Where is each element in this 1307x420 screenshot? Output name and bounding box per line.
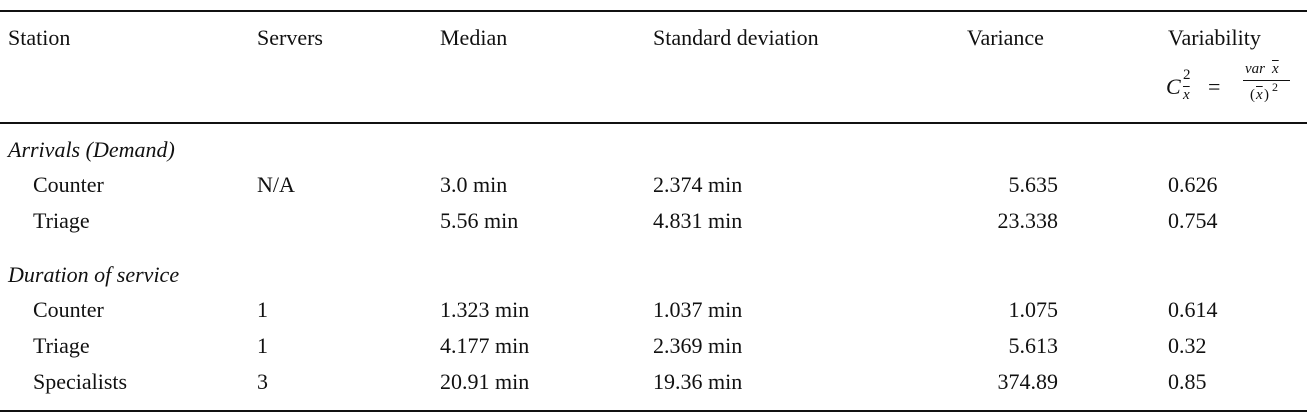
formula-symbol: C (1166, 74, 1181, 99)
variability-cell: 0.32 (1168, 333, 1207, 358)
formula-numerator-var: var (1245, 61, 1265, 77)
median-cell: 4.177 min (440, 333, 530, 358)
servers-cell: 1 (257, 333, 268, 358)
fraction-bar (1243, 80, 1290, 81)
std-dev-cell: 2.369 min (653, 333, 743, 358)
std-dev-cell: 4.831 min (653, 208, 743, 233)
variance-cell: 5.635 (1008, 172, 1059, 197)
std-dev-cell: 19.36 min (653, 369, 743, 394)
std-dev-cell: 2.374 min (653, 172, 743, 197)
group-title: Duration of service (8, 262, 180, 287)
station-cell: Counter (33, 172, 104, 197)
formula-denominator-close: ) (1264, 87, 1269, 103)
median-cell: 5.56 min (440, 208, 519, 233)
variability-cell: 0.614 (1168, 297, 1218, 322)
variability-cell: 0.85 (1168, 369, 1207, 394)
variance-cell: 374.89 (997, 369, 1059, 394)
formula-denominator-exponent: 2 (1272, 80, 1278, 94)
variance-cell: 23.338 (997, 208, 1059, 233)
column-header: Variance (967, 25, 1044, 50)
variability-cell: 0.626 (1168, 172, 1218, 197)
station-cell: Triage (33, 208, 90, 233)
formula-subscript: x (1183, 87, 1190, 103)
formula-equals: = (1208, 74, 1221, 99)
variance-cell: 5.613 (1008, 333, 1059, 358)
formula-denominator-open: ( (1250, 87, 1255, 103)
station-cell: Triage (33, 333, 90, 358)
median-cell: 3.0 min (440, 172, 508, 197)
variability-cell: 0.754 (1168, 208, 1218, 233)
header-rule (0, 122, 1307, 124)
formula-denominator-x: x (1256, 87, 1263, 103)
formula-numerator-x: x (1272, 61, 1279, 77)
column-header: Variability (1168, 25, 1261, 50)
formula-exponent: 2 (1183, 67, 1191, 83)
group-title: Arrivals (Demand) (8, 137, 175, 162)
median-cell: 20.91 min (440, 369, 530, 394)
column-header: Median (440, 25, 508, 50)
servers-cell: N/A (257, 172, 295, 197)
servers-cell: 3 (257, 369, 268, 394)
column-header: Station (8, 25, 71, 50)
variance-cell: 1.075 (1008, 297, 1059, 322)
station-cell: Counter (33, 297, 104, 322)
top-rule (0, 10, 1307, 12)
std-dev-cell: 1.037 min (653, 297, 743, 322)
station-cell: Specialists (33, 369, 128, 394)
bottom-rule (0, 410, 1307, 412)
median-cell: 1.323 min (440, 297, 530, 322)
servers-cell: 1 (257, 297, 268, 322)
column-header: Servers (257, 25, 323, 50)
column-header: Standard deviation (653, 25, 819, 50)
